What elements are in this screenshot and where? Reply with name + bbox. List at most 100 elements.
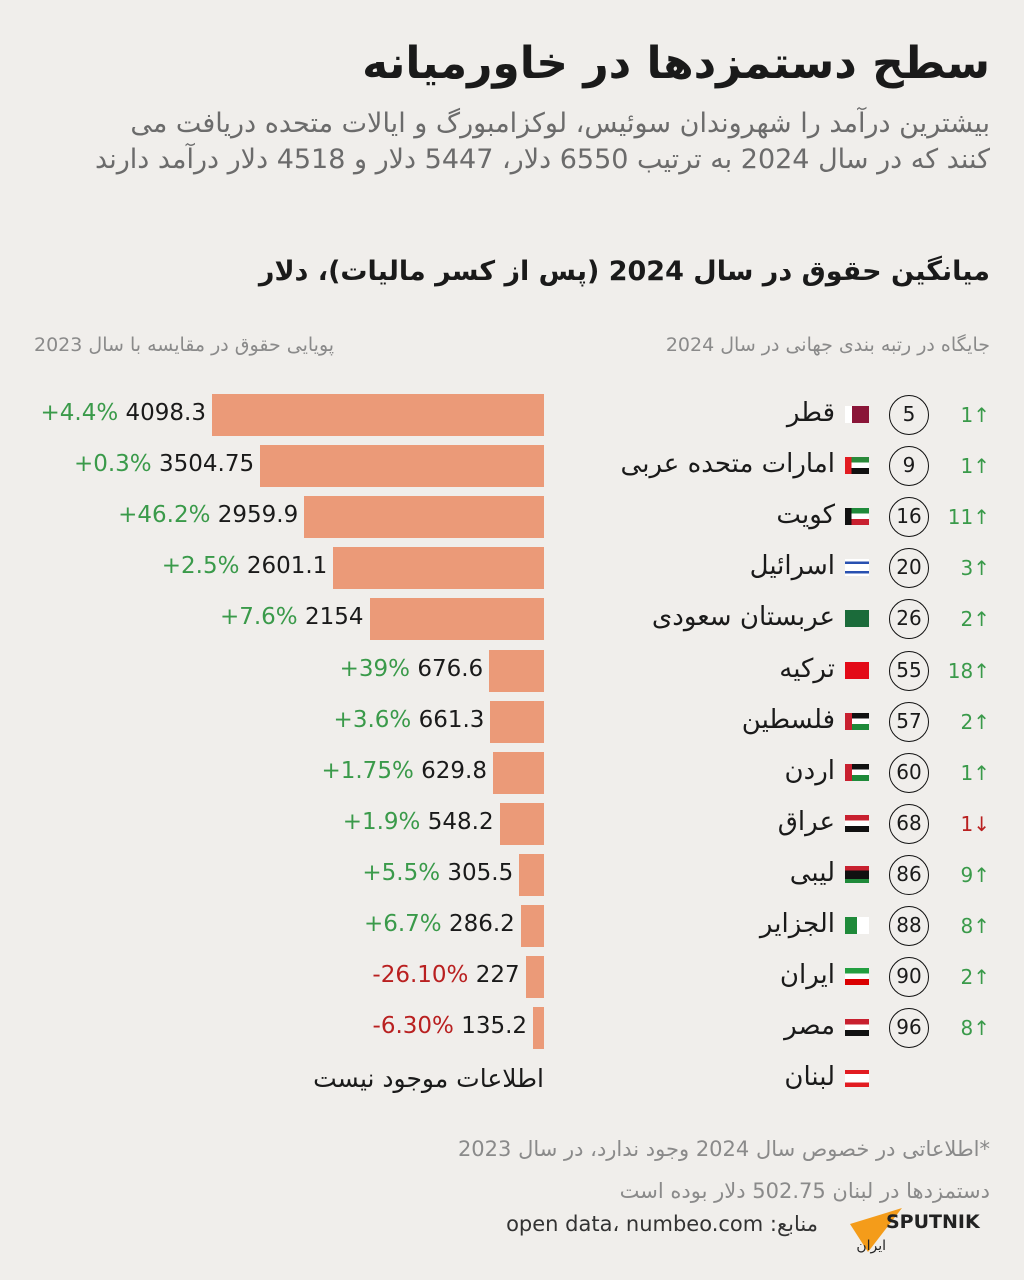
value-label: 2601.1 xyxy=(246,553,328,580)
rank-badge: 55 xyxy=(889,650,929,691)
percent-change-label: +4.4% xyxy=(40,400,119,426)
chart-row: +1.75% 629.8 اردن 60 1↑ xyxy=(0,751,1024,824)
percent-change-label: +6.7% xyxy=(363,911,442,937)
bar xyxy=(533,1007,544,1050)
arrow-up-icon: ↑ xyxy=(973,862,990,887)
bar xyxy=(490,700,544,743)
bar xyxy=(520,905,544,947)
value-label: 135.2 xyxy=(461,1013,528,1040)
rank-change: 2↑ xyxy=(940,709,991,734)
bar xyxy=(369,598,544,641)
rank-change: 1↓ xyxy=(940,811,991,836)
value-labels: +4.4% 4098.3 xyxy=(40,400,206,426)
rank-change: 1↑ xyxy=(940,760,991,785)
value-label: 661.3 xyxy=(418,706,485,733)
value-labels: +1.9% 548.2 xyxy=(343,809,494,835)
percent-change-label: +39% xyxy=(339,655,411,682)
algeria-flag-icon xyxy=(845,917,869,934)
arrow-up-icon: ↑ xyxy=(973,914,990,938)
rank-change: 1↑ xyxy=(940,403,991,427)
rank-badge: 60 xyxy=(889,752,929,793)
chart-row: +5.5% 305.5 لیبی 86 9↑ xyxy=(0,853,1024,926)
value-label: 2154 xyxy=(304,604,364,631)
rank-change-value: 11 xyxy=(947,505,974,530)
bar xyxy=(333,547,544,590)
percent-change-label: +2.5% xyxy=(161,553,240,580)
country-name: مصر xyxy=(784,1011,835,1042)
chart-row: +39% 676.6 ترکیه 55 18↑ xyxy=(0,649,1024,722)
arrow-up-icon: ↑ xyxy=(973,505,990,530)
sputnik-logo-icon: SPUTNIK ایران xyxy=(850,1208,981,1254)
value-labels: +5.5% 305.5 xyxy=(362,860,513,886)
arrow-up-icon: ↑ xyxy=(973,658,990,683)
rank-change-value: 1 xyxy=(960,760,974,785)
chart-title: میانگین حقوق در سال 2024 (پس از کسر مالی… xyxy=(258,256,990,287)
rank-change: 18↑ xyxy=(940,659,990,683)
percent-change-label: +5.5% xyxy=(362,859,441,886)
page-title: سطح دستمزدها در خاورمیانه xyxy=(362,38,990,89)
bar xyxy=(525,956,544,999)
country-name: ایران xyxy=(779,960,835,991)
value-labels: +1.75% 629.8 xyxy=(321,758,487,784)
value-labels: +2.5% 2601.1 xyxy=(162,553,328,579)
qatar-flag-icon xyxy=(845,406,869,423)
rank-badge: 57 xyxy=(889,701,929,742)
percent-change-label: +46.2% xyxy=(118,502,211,529)
rank-change-value: 8 xyxy=(960,1016,974,1041)
percent-change-label: -26.10% xyxy=(372,962,469,989)
rank-change: 2↑ xyxy=(940,607,991,632)
arrow-up-icon: ↑ xyxy=(973,760,990,785)
rank-badge: 96 xyxy=(889,1008,929,1049)
lebanon-flag-icon xyxy=(845,1070,869,1088)
value-labels: -6.30% 135.2 xyxy=(373,1013,528,1039)
chart-row: +6.7% 286.2 الجزایر 88 8↑ xyxy=(0,905,1024,977)
rank-badge: 20 xyxy=(889,548,929,589)
arrow-up-icon: ↑ xyxy=(973,965,990,990)
rank-change-value: 2 xyxy=(960,965,974,990)
bar xyxy=(260,445,544,488)
value-label: 305.5 xyxy=(447,859,514,886)
arrow-up-icon: ↑ xyxy=(973,1016,990,1041)
country-name: ترکیه xyxy=(779,653,835,684)
country-name: کویت xyxy=(776,500,835,531)
saudi-flag-icon xyxy=(845,610,869,628)
country-name: فلسطین xyxy=(741,704,835,735)
country-name: اسرائیل xyxy=(749,551,835,582)
egypt-flag-icon xyxy=(845,1019,869,1037)
jordan-flag-icon xyxy=(845,763,869,781)
country-name: امارات متحده عربی xyxy=(620,449,835,480)
libya-flag-icon xyxy=(845,865,869,883)
change-column-header: پویایی حقوق در مقایسه با سال 2023 xyxy=(34,334,335,356)
country-name: عراق xyxy=(777,806,835,837)
value-label: 629.8 xyxy=(421,757,487,784)
chart-row: +3.6% 661.3 فلسطین 57 2↑ xyxy=(0,700,1024,773)
rank-column-header: جایگاه در رتبه بندی جهانی در سال 2024 xyxy=(665,334,990,356)
rank-change: 2↑ xyxy=(940,965,991,990)
value-label: 4098.3 xyxy=(125,400,206,426)
country-name: عربستان سعودی xyxy=(651,602,835,633)
rank-change-value: 1 xyxy=(960,811,974,836)
arrow-down-icon: ↓ xyxy=(973,811,990,836)
bar xyxy=(499,802,544,845)
rank-change: 9↑ xyxy=(940,862,991,887)
country-name: لبنان xyxy=(784,1062,835,1093)
percent-change-label: +1.75% xyxy=(321,757,414,784)
rank-badge: 26 xyxy=(889,599,929,640)
value-label: 2959.9 xyxy=(217,502,299,529)
chart-row: +2.5% 2601.1 اسرائیل 20 3↑ xyxy=(0,547,1024,619)
rank-change-value: 2 xyxy=(960,709,974,734)
rank-change: 8↑ xyxy=(940,914,991,938)
rank-badge: 5 xyxy=(889,395,929,435)
value-labels: +39% 676.6 xyxy=(340,656,484,682)
rank-change-value: 2 xyxy=(960,607,974,632)
country-name: قطر xyxy=(786,398,835,428)
bar xyxy=(212,394,544,436)
chart-row: +46.2% 2959.9 کویت 16 11↑ xyxy=(0,496,1024,568)
arrow-up-icon: ↑ xyxy=(973,607,990,632)
rank-change-value: 18 xyxy=(947,658,974,683)
rank-change-value: 9 xyxy=(960,862,974,887)
rank-change: 11↑ xyxy=(940,505,990,529)
bar xyxy=(492,751,544,794)
value-labels: +3.6% 661.3 xyxy=(334,707,485,733)
